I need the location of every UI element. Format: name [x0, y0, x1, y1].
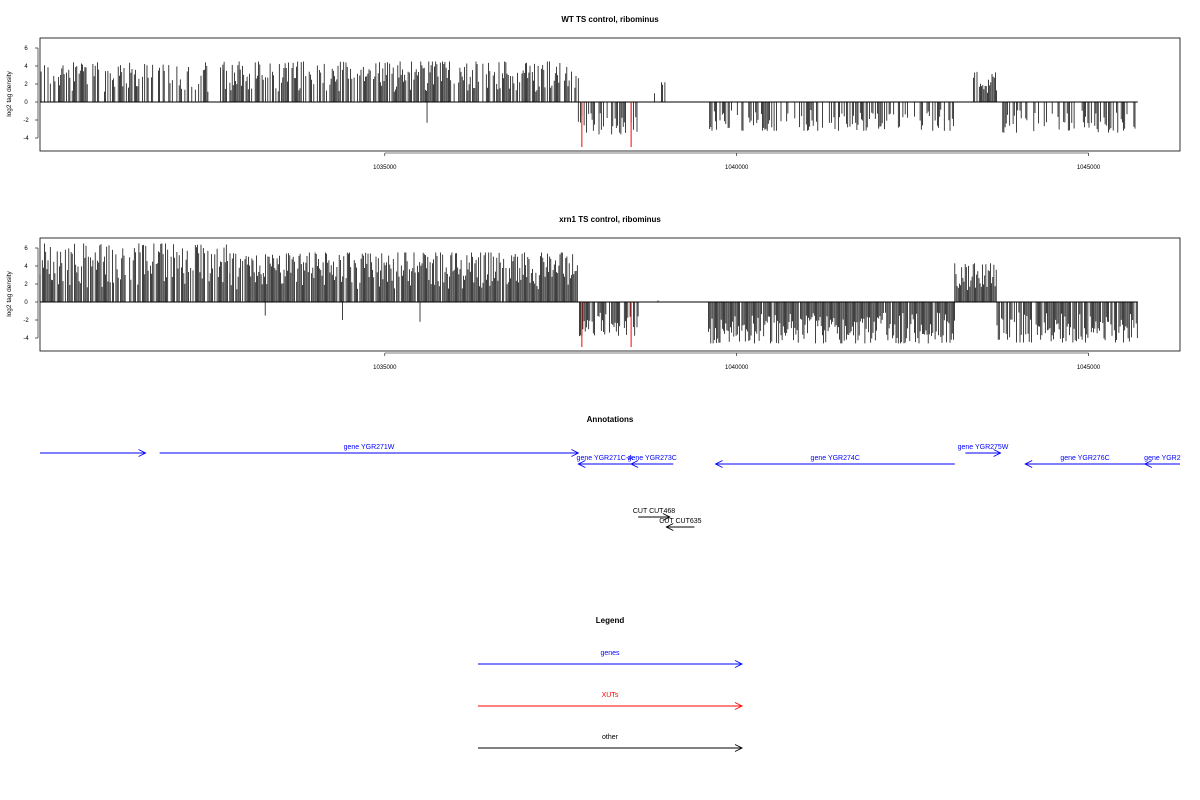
- annotation-arrow-head: [714, 460, 723, 468]
- legend-arrow-head: [734, 660, 744, 668]
- panel-xrn1: xrn1 TS control, ribominus log2 tag dens…: [6, 215, 1181, 371]
- legend-arrow-head: [734, 702, 744, 710]
- annotation-feature: CUT CUT468: [633, 508, 675, 521]
- panel-wt-bars: [40, 61, 1138, 147]
- y-tick-label: 4: [24, 264, 28, 270]
- annotation-feature: gene YGR271C-A: [577, 455, 634, 468]
- annotation-feature: gene YGR271W: [159, 444, 580, 457]
- annotation-label: gene YGR2: [1144, 455, 1181, 462]
- x-tick-label: 1035000: [373, 165, 397, 171]
- annotation-label: CUT CUT635: [659, 518, 701, 525]
- panel-wt-xaxis: 1035000 1040000 1045000: [373, 152, 1101, 171]
- annotation-label: gene YGR274C: [811, 455, 860, 462]
- annotation-arrow-head: [665, 523, 674, 531]
- annotation-label: gene YGR275W: [958, 444, 1009, 451]
- y-tick-label: 4: [24, 64, 28, 70]
- legend-item: other: [478, 734, 744, 752]
- annotation-feature: gene YGR2: [1143, 455, 1181, 468]
- legend-label: XUTs: [602, 692, 619, 699]
- panel-wt-title: WT TS control, ribominus: [561, 15, 659, 24]
- annotation-arrow-head: [577, 460, 586, 468]
- annotation-feature: gene YGR273C: [628, 455, 677, 468]
- x-tick-label: 1040000: [725, 165, 749, 171]
- y-tick-label: -4: [23, 336, 29, 342]
- legend-item: genes: [478, 650, 744, 668]
- x-tick-label: 1045000: [1077, 365, 1101, 371]
- panel-wt-frame: [39, 37, 1181, 152]
- annotation-arrow-head: [138, 449, 147, 457]
- annotation-label: gene YGR273C: [628, 455, 677, 462]
- panel-xrn1-title: xrn1 TS control, ribominus: [559, 215, 661, 224]
- legend-item: XUTs: [478, 692, 744, 710]
- panel-xrn1-ylabel: log2 tag density: [6, 270, 13, 316]
- y-tick-label: 2: [24, 282, 28, 288]
- panel-wt: WT TS control, ribominus log2 tag densit…: [6, 15, 1181, 171]
- legend-arrow-head: [734, 744, 744, 752]
- panel-xrn1-yaxis: -4 -2 0 2 4 6: [23, 246, 39, 342]
- annotation-arrow-head: [1143, 460, 1153, 468]
- x-tick-label: 1035000: [373, 365, 397, 371]
- panel-xrn1-bars: [39, 243, 1138, 347]
- annotation-feature: gene YGR274C: [714, 455, 955, 468]
- y-tick-label: 0: [24, 300, 28, 306]
- x-tick-label: 1045000: [1077, 165, 1101, 171]
- y-tick-label: 0: [24, 100, 28, 106]
- annotation-feature: CUT CUT635: [659, 518, 702, 531]
- annotation-arrow-head: [630, 460, 639, 468]
- x-tick-label: 1040000: [725, 365, 749, 371]
- y-tick-label: -4: [23, 136, 29, 142]
- legend: Legend genes XUTs other: [478, 616, 744, 752]
- annotation-label: gene YGR271C-A: [577, 455, 634, 462]
- legend-title: Legend: [596, 616, 625, 625]
- panel-xrn1-xaxis: 1035000 1040000 1045000: [373, 352, 1101, 371]
- annotation-feature: gene YGR276C: [1024, 455, 1145, 468]
- legend-label: genes: [600, 650, 620, 657]
- y-tick-label: -2: [23, 318, 29, 324]
- annotation-arrow-head: [662, 513, 671, 521]
- annotation-label: gene YGR276C: [1060, 455, 1109, 462]
- annotation-feature: gene YGR275W: [958, 444, 1009, 457]
- annotation-label: gene YGR271W: [344, 444, 395, 451]
- annotation-label: CUT CUT468: [633, 508, 675, 515]
- annotation-arrow-head: [1024, 460, 1033, 468]
- panel-xrn1-frame: [39, 237, 1181, 352]
- legend-label: other: [602, 734, 619, 741]
- panel-wt-yaxis: -4 -2 0 2 4 6: [23, 46, 39, 142]
- y-tick-label: 6: [24, 246, 28, 252]
- annotation-feature: [40, 449, 147, 457]
- panel-wt-ylabel: log2 tag density: [6, 70, 13, 116]
- legend-items: genes XUTs other: [478, 650, 744, 752]
- y-tick-label: 2: [24, 82, 28, 88]
- annotations-title: Annotations: [587, 415, 634, 424]
- annotation-arrow-head: [993, 449, 1002, 457]
- y-tick-label: 6: [24, 46, 28, 52]
- annotation-arrow-head: [571, 449, 580, 457]
- y-tick-label: -2: [23, 118, 29, 124]
